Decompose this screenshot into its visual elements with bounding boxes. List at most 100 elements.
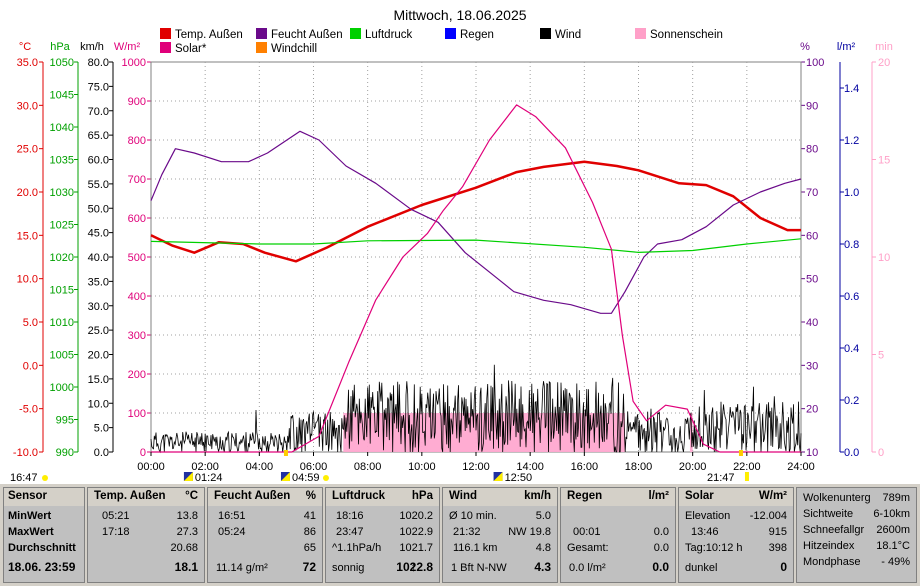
marker-tick xyxy=(738,450,743,456)
chart-title: Mittwoch, 18.06.2025 xyxy=(393,7,526,23)
humidity-header: Feucht Außen% xyxy=(208,488,322,506)
axis-tick-label-humidity: 60 xyxy=(806,230,818,242)
axis-tick-label-wind: 45.0 xyxy=(88,228,109,240)
x-tick-label: 18:00 xyxy=(625,461,653,473)
solar-elevation-label: Elevation xyxy=(685,510,731,522)
extra-label: Schneefallgr xyxy=(803,524,865,536)
moon-icon xyxy=(280,472,290,481)
pressure-max-time: 23:47 xyxy=(336,526,364,538)
legend-swatch xyxy=(160,42,171,53)
weather-chart: Mittwoch, 18.06.2025 Temp. Außen Feucht A… xyxy=(10,7,893,484)
axis-header-sun: min xyxy=(875,41,893,53)
wind-beaufort: 1 Bft N-NW xyxy=(451,562,507,574)
extra-label: Mondphase xyxy=(803,556,861,568)
pressure-avg: 1021.7 xyxy=(399,542,433,554)
extra-label: Sichtweite xyxy=(803,508,854,520)
axis-tick-label-pressure: 1015 xyxy=(50,285,74,297)
x-tick-label: 06:00 xyxy=(300,461,328,473)
axis-tick-label-wind: 25.0 xyxy=(88,325,109,337)
max-label: MaxWert xyxy=(8,526,54,538)
axis-tick-label-humidity: 80 xyxy=(806,144,818,156)
x-tick-label: 08:00 xyxy=(354,461,382,473)
x-axis: 00:00 02:00 04:00 06:00 08:00 10:00 12:00 14:00… xyxy=(137,452,815,473)
extra-value: - 49% xyxy=(881,556,910,568)
axis-tick-label-wind: 35.0 xyxy=(88,276,109,288)
marker-tick xyxy=(283,450,288,456)
axis-tick-label-humidity: 40 xyxy=(806,317,818,329)
solar-block: Solar W/m² Elevation -12.004 13:46 915 Tag:… xyxy=(678,487,794,583)
axis-tick-label-sun: 5 xyxy=(878,350,884,362)
marker-label: 01:24 xyxy=(195,472,223,484)
axis-tick-label-wind: 50.0 xyxy=(88,203,109,215)
axis-tick-label-humidity: 100 xyxy=(806,57,824,69)
rain-total-val: 0.0 xyxy=(653,542,669,554)
x-tick-label: 12:00 xyxy=(462,461,490,473)
date-label: 18.06. 23:59 xyxy=(8,560,76,574)
legend-swatch xyxy=(256,42,267,53)
axis-tick-label-rain: 1.2 xyxy=(844,135,859,147)
pressure-title: Luftdruck xyxy=(332,490,386,502)
axis-tick-label-wind: 75.0 xyxy=(88,81,109,93)
axis-tick-label-temp: 25.0 xyxy=(17,144,38,156)
series-line-feucht-au-en xyxy=(150,130,802,314)
humidity-avg: 65 xyxy=(303,542,316,554)
axis-tick-label-temp: 0.0 xyxy=(23,360,38,372)
solar-daylength: Tag:10:12 h xyxy=(685,542,743,554)
humidity-max-val: 86 xyxy=(303,526,316,538)
min-label: MinWert xyxy=(8,510,52,522)
marker-label: 21:47 xyxy=(707,472,735,484)
humidity-max-time: 05:24 xyxy=(218,526,246,538)
axis-tick-label-temp: -5.0 xyxy=(19,404,38,416)
moon-icon xyxy=(493,472,503,481)
rain-unit: l/m² xyxy=(648,490,669,502)
legend-label: Sonnenschein xyxy=(650,29,723,41)
legend: Temp. Außen Feucht Außen Luftdruck Regen Win… xyxy=(160,28,723,55)
legend-swatch xyxy=(350,28,361,39)
axis-tick-label-pressure: 1025 xyxy=(50,220,74,232)
axis-tick-label-humidity: 10 xyxy=(806,447,818,459)
humidity-block: Feucht Außen% 16:51 41 05:24 86 65 11.14 g… xyxy=(207,487,323,583)
axis-header-temp: °C xyxy=(19,41,31,53)
axis-tick-label-pressure: 1000 xyxy=(50,382,74,394)
x-tick-label: 10:00 xyxy=(408,461,436,473)
extra-label: Wolkenunterg xyxy=(803,492,871,504)
avg-label: Durchschnitt xyxy=(8,542,76,554)
axis-header-rain: l/m² xyxy=(837,41,856,53)
axis-tick-label-wind: 40.0 xyxy=(88,252,109,264)
extra-value: 6-10km xyxy=(873,508,910,520)
axis-tick-label-rain: 0.0 xyxy=(844,447,859,459)
sensor-block: Sensor MinWert MaxWert Durchschnitt 18.0… xyxy=(3,487,85,583)
temp-min-val: 13.8 xyxy=(176,510,198,522)
axis-tick-label-pressure: 995 xyxy=(56,415,74,427)
marker-label: 16:47 xyxy=(10,472,38,484)
axis-tick-label-solar: 300 xyxy=(128,330,146,342)
legend-swatch xyxy=(160,28,171,39)
axis-header-pressure: hPa xyxy=(50,41,70,53)
axis-tick-label-solar: 900 xyxy=(128,96,146,108)
temp-current: 18.1 xyxy=(174,560,198,574)
solar-max-val: 915 xyxy=(768,526,787,538)
legend-label: Regen xyxy=(460,29,494,41)
legend-swatch xyxy=(635,28,646,39)
axis-tick-label-pressure: 1035 xyxy=(50,155,74,167)
x-tick-label: 02:00 xyxy=(191,461,219,473)
temp-max-time: 17:18 xyxy=(102,526,130,538)
rain-block: Regen l/m² 00:01 0.0 Gesamt: 0.0 0.0 l/m² 0… xyxy=(560,487,676,583)
axis-tick-label-wind: 60.0 xyxy=(88,155,109,167)
sensor-header: Sensor xyxy=(4,488,84,506)
humidity-current: 72 xyxy=(302,560,316,574)
pressure-forecast: sonnig xyxy=(332,562,365,574)
axis-tick-label-wind: 15.0 xyxy=(88,374,109,386)
extra-value: 2600m xyxy=(876,524,910,536)
legend-label: Windchill xyxy=(271,43,317,55)
rain-time: 00:01 xyxy=(573,526,601,538)
wind-run: 116.1 km xyxy=(453,542,498,554)
axis-tick-label-pressure: 1040 xyxy=(50,122,74,134)
humidity-min-time: 16:51 xyxy=(218,510,246,522)
axis-tick-label-sun: 0 xyxy=(878,447,884,459)
axis-tick-label-wind: 30.0 xyxy=(88,301,109,313)
rain-current: 0.0 xyxy=(652,560,669,574)
axis-tick-label-solar: 0 xyxy=(140,447,146,459)
axis-header-solar: W/m² xyxy=(114,41,141,53)
x-tick-label: 04:00 xyxy=(246,461,274,473)
